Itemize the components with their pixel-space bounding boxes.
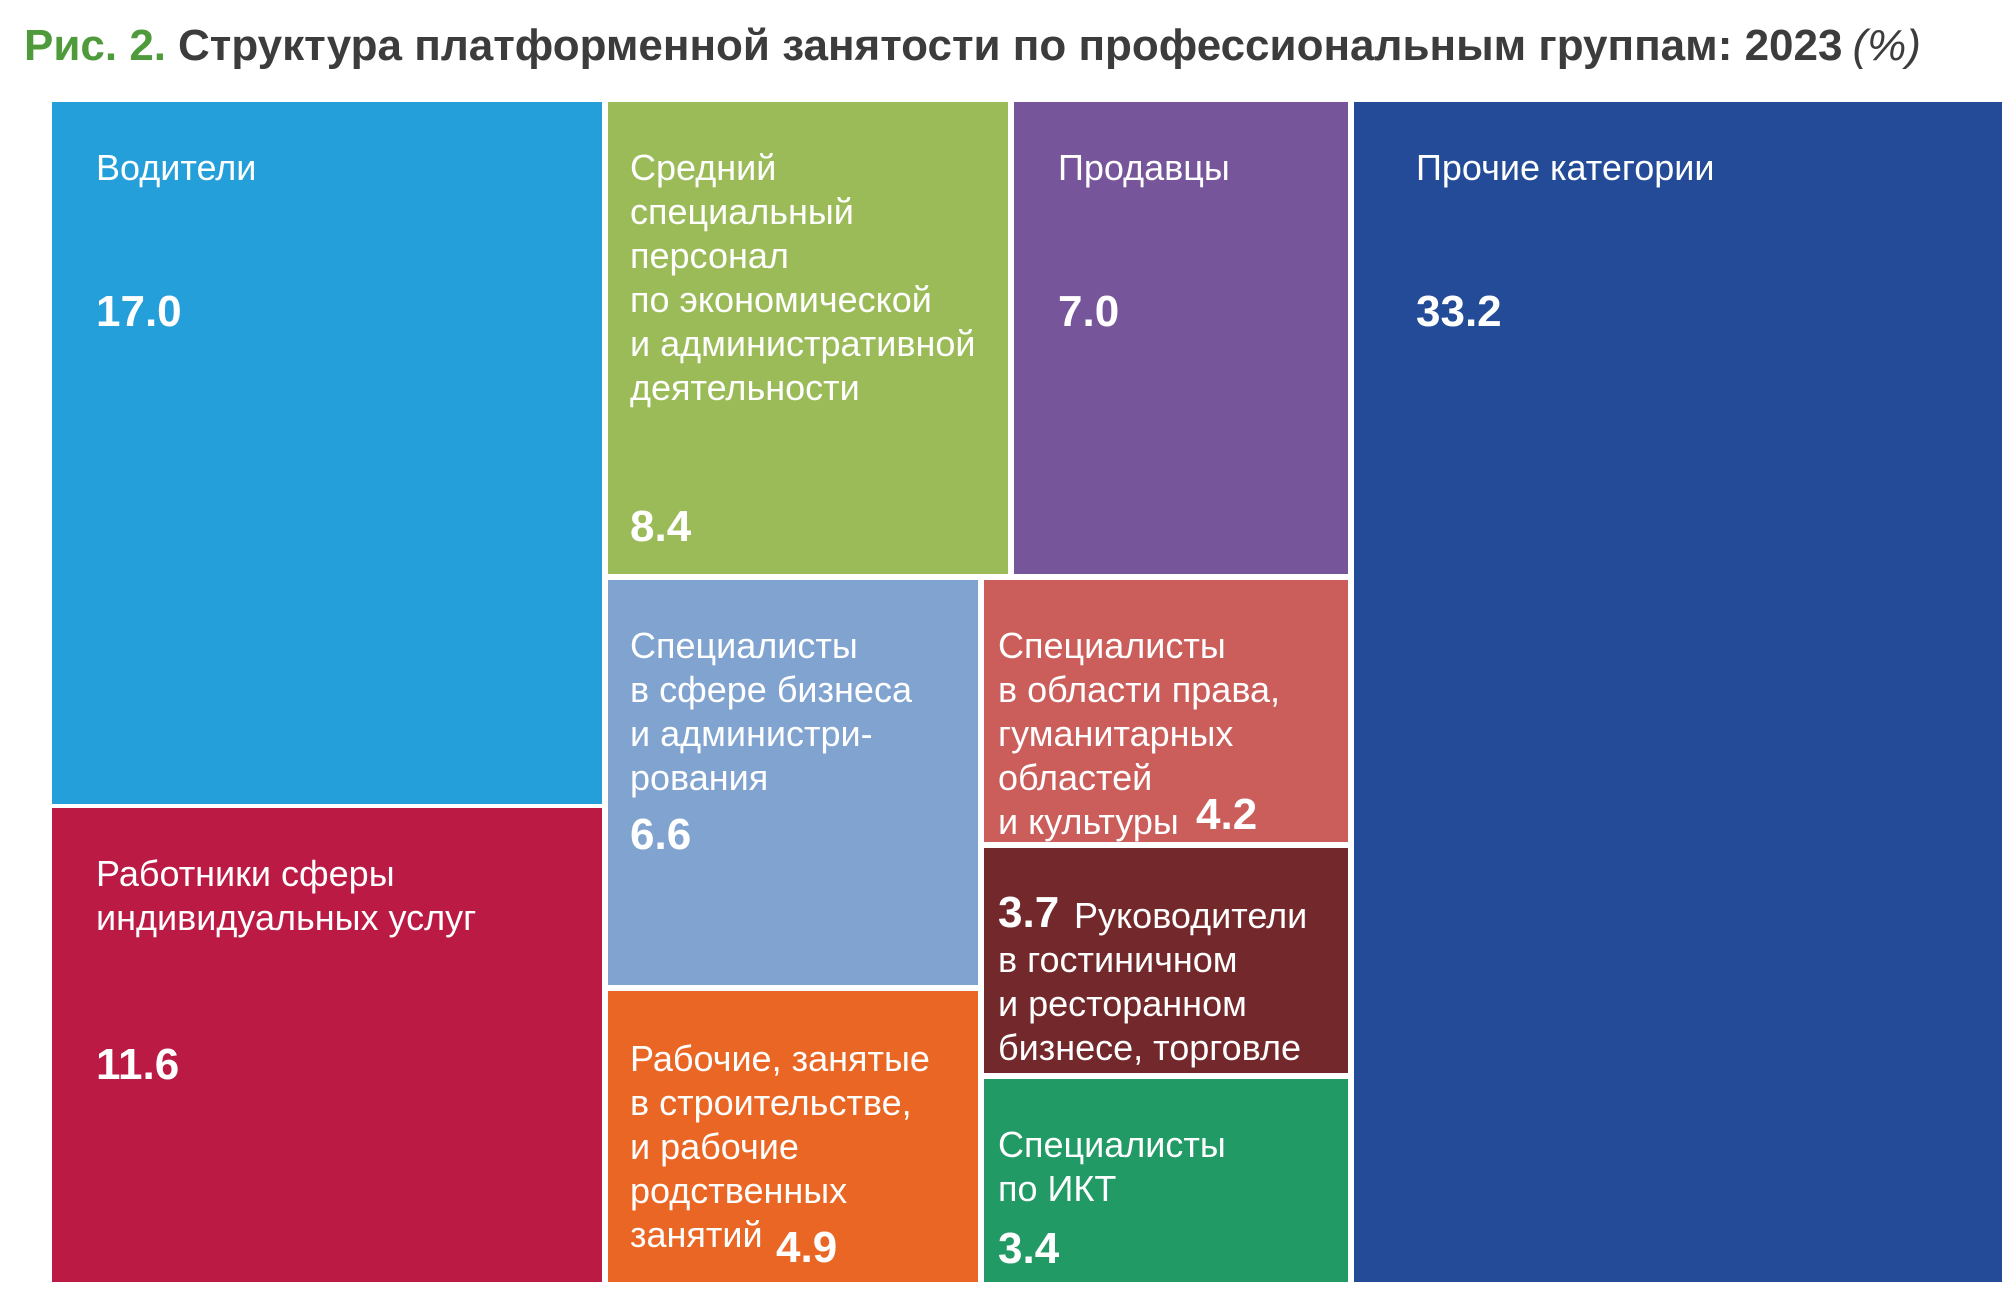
treemap-tile: Работники сферы индивидуальных услуг 11.6	[52, 808, 602, 1282]
treemap-tile-value: 7.0	[1058, 287, 1120, 336]
treemap-tile-value: 11.6	[96, 1040, 180, 1089]
treemap-tile-label: Рабочие, занятые в строительстве, и рабо…	[630, 1038, 930, 1255]
treemap-tile-label: Работники сферы индивидуальных услуг	[96, 853, 477, 938]
treemap-tile: Руководители в гостиничном и ресторанном…	[984, 848, 1348, 1073]
treemap-tile-label: Водители	[96, 147, 257, 188]
treemap-tile-label: Руководители в гостиничном и ресторанном…	[998, 895, 1308, 1068]
treemap-tile-label: Продавцы	[1058, 147, 1230, 188]
treemap-tile: Специалисты в области права, гуманитарны…	[984, 580, 1348, 842]
treemap-tile-value: 6.6	[630, 810, 692, 859]
treemap-tile-value: 17.0	[96, 287, 182, 336]
treemap-tile-value: 4.2	[1196, 790, 1258, 839]
treemap-tile-value: 3.4	[998, 1224, 1060, 1273]
treemap-tile-label: Специалисты в области права, гуманитарны…	[998, 625, 1281, 842]
treemap-tile-value: 8.4	[630, 502, 692, 551]
treemap-tile: Прочие категории 33.2	[1354, 102, 2002, 1282]
treemap-tile-label: Средний специальный персонал по экономич…	[630, 147, 976, 408]
figure-unit: (%)	[1852, 21, 1921, 70]
treemap-tile: Водители 17.0	[52, 102, 602, 804]
treemap-tile: Специалисты в сфере бизнеса и администри…	[608, 580, 978, 985]
treemap-tile: Средний специальный персонал по экономич…	[608, 102, 1008, 574]
treemap-tile-value: 4.9	[776, 1223, 838, 1272]
figure-title-text: Структура платформенной занятости по про…	[178, 21, 1843, 70]
figure-title: Рис. 2. Структура платформенной занятости…	[24, 21, 1921, 70]
treemap-tile: Продавцы 7.0	[1014, 102, 1348, 574]
treemap-tile-value: 33.2	[1416, 287, 1502, 336]
figure-number: Рис. 2.	[24, 21, 167, 70]
treemap-tile-label: Специалисты в сфере бизнеса и администри…	[630, 625, 912, 798]
treemap-tile: Специалисты по ИКТ 3.4	[984, 1079, 1348, 1282]
treemap-tile-value: 3.7	[998, 888, 1060, 937]
treemap-tile-label: Прочие категории	[1416, 147, 1715, 188]
treemap-tile: Рабочие, занятые в строительстве, и рабо…	[608, 991, 978, 1282]
treemap-tile-label: Специалисты по ИКТ	[998, 1124, 1226, 1209]
